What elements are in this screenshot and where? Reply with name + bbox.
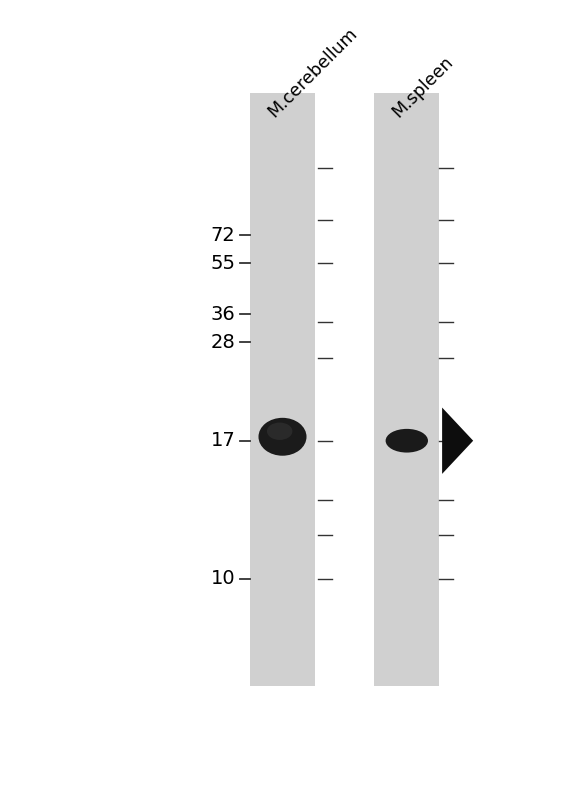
Ellipse shape bbox=[267, 422, 293, 440]
Text: 17: 17 bbox=[211, 431, 235, 450]
Ellipse shape bbox=[385, 429, 428, 453]
Bar bbox=[374, 94, 440, 686]
Ellipse shape bbox=[259, 418, 306, 456]
Text: 28: 28 bbox=[211, 333, 235, 351]
Text: M.spleen: M.spleen bbox=[388, 53, 457, 121]
Text: 36: 36 bbox=[211, 305, 235, 324]
Text: 10: 10 bbox=[211, 570, 235, 589]
Polygon shape bbox=[442, 407, 473, 474]
Text: M.cerebellum: M.cerebellum bbox=[264, 24, 360, 121]
Text: 55: 55 bbox=[210, 254, 235, 273]
Bar bbox=[250, 94, 315, 686]
Text: 72: 72 bbox=[211, 226, 235, 245]
